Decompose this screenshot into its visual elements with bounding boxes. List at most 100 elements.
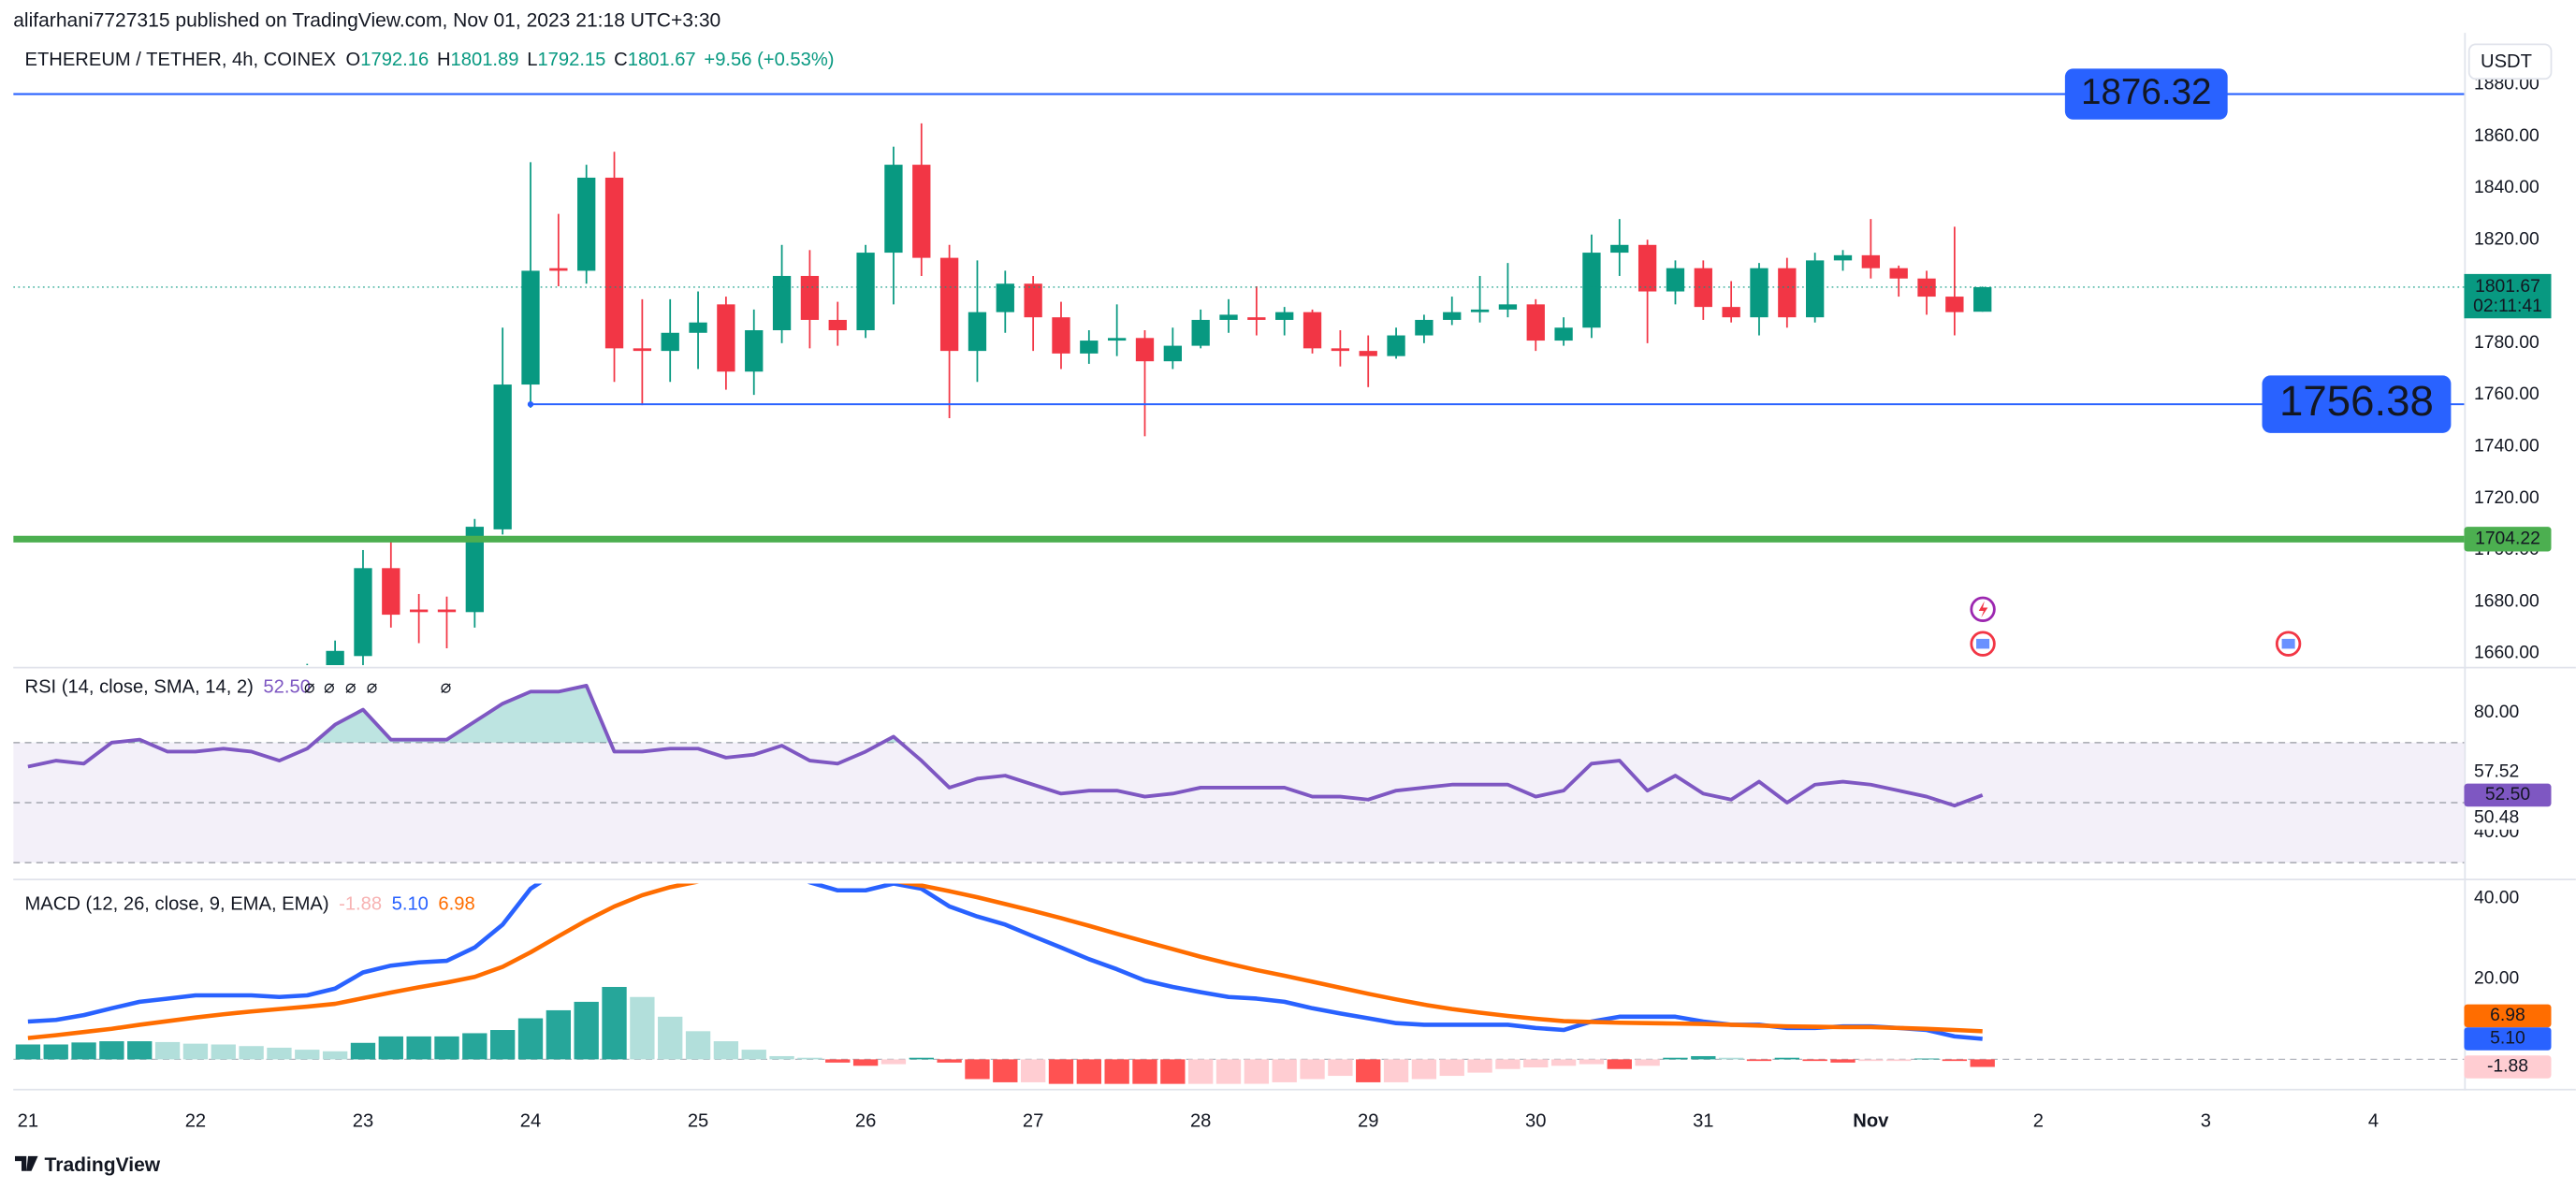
x-tick-label: Nov — [1853, 1110, 1889, 1131]
rsi-legend: RSI (14, close, SMA, 14, 2) 52.50 — [25, 677, 311, 698]
candle-body — [1191, 319, 1210, 346]
histogram-bar — [1691, 1055, 1716, 1060]
candle-body — [1387, 335, 1405, 356]
histogram-bar — [517, 1018, 544, 1060]
ohlc-value: 1792.15 — [537, 50, 605, 70]
label-box — [2464, 1004, 2552, 1028]
histogram-bar — [1048, 1059, 1074, 1084]
candle-body — [633, 348, 652, 352]
histogram-bar — [267, 1047, 292, 1060]
na-mark: ⌀ — [441, 678, 452, 698]
currency[interactable]: USDT — [2481, 51, 2532, 72]
y-tick-label: 1760.00 — [2474, 384, 2540, 404]
candle-body — [604, 177, 624, 349]
y-tick-label: 80.00 — [2474, 703, 2519, 722]
symbol-title: ETHEREUM / TETHER, 4h, COINEX — [25, 50, 337, 70]
price-label-box — [2464, 273, 2552, 319]
histogram-bar — [1830, 1059, 1856, 1063]
y-tick-label: 1740.00 — [2474, 436, 2540, 456]
candle-body — [996, 283, 1014, 312]
histogram-bar — [1188, 1059, 1214, 1084]
histogram-bar — [1160, 1059, 1186, 1084]
x-tick-label: 3 — [2201, 1110, 2211, 1131]
histogram-bar — [1244, 1059, 1270, 1084]
histogram-bar — [99, 1041, 124, 1060]
y-tick-label: 1660.00 — [2474, 644, 2540, 663]
histogram-bar — [797, 1057, 822, 1060]
x-tick-label: 27 — [1023, 1110, 1043, 1131]
histogram-bar — [15, 1044, 41, 1060]
candle-body — [745, 330, 764, 372]
ohlc-label: H — [437, 50, 451, 70]
candle-body — [549, 268, 568, 271]
price-pane — [13, 93, 2465, 665]
candle-body — [493, 384, 512, 529]
label-text: 6.98 — [2490, 1006, 2525, 1025]
candle-body — [1861, 254, 1881, 268]
x-tick-label: 29 — [1358, 1110, 1378, 1131]
candle-body — [1889, 268, 1908, 279]
histogram-bar — [1132, 1059, 1157, 1084]
histogram-bar — [1215, 1059, 1242, 1084]
histogram-bar — [1858, 1059, 1884, 1062]
x-tick-label: 23 — [353, 1110, 373, 1131]
candle-body — [1582, 253, 1601, 328]
event-icons[interactable] — [1970, 596, 2302, 657]
label-box — [2464, 1055, 2552, 1079]
histogram-bar — [658, 1016, 683, 1060]
candle-body — [409, 609, 429, 613]
na-mark: ⌀ — [324, 678, 335, 698]
candle-body — [1052, 317, 1070, 354]
ohlc-label: C — [614, 50, 628, 70]
candle-body — [1945, 297, 1964, 312]
currency-box[interactable] — [2467, 43, 2553, 80]
histogram-bar — [1802, 1059, 1827, 1062]
histogram-bar — [1886, 1059, 1912, 1062]
candle-body — [1526, 304, 1545, 341]
brand: TradingView — [45, 1154, 161, 1176]
histogram-bar — [1076, 1059, 1101, 1084]
histogram-bar — [43, 1044, 68, 1060]
candle-body — [382, 568, 400, 616]
histogram-bar — [769, 1055, 794, 1060]
histogram-bar — [295, 1050, 320, 1060]
histogram-bar — [1439, 1059, 1464, 1077]
histogram-bar — [1942, 1059, 1968, 1062]
histogram-bar — [574, 1001, 599, 1060]
histogram-bar — [937, 1059, 962, 1063]
candle-body — [1443, 312, 1462, 320]
macd-legend: MACD (12, 26, close, 9, EMA, EMA) -1.88 5.… — [25, 894, 475, 915]
candle-body — [772, 275, 792, 331]
candle-body — [1694, 268, 1712, 308]
candle-body — [1498, 304, 1518, 310]
histogram-bar — [1746, 1059, 1772, 1062]
histogram-bar — [630, 996, 655, 1060]
candle-body — [884, 165, 903, 254]
ohlc-value: 1801.67 — [628, 50, 696, 70]
x-tick-label: 24 — [520, 1110, 541, 1131]
rsi-title: RSI (14, close, SMA, 14, 2) — [25, 677, 254, 698]
label-text: 1704.22 — [2475, 529, 2540, 548]
histogram-bar — [1607, 1059, 1632, 1069]
currency-button[interactable]: USDT — [2467, 43, 2553, 80]
histogram-bar — [1635, 1059, 1660, 1066]
na-mark: ⌀ — [304, 678, 315, 698]
histogram-bar — [1663, 1057, 1688, 1060]
histogram-bar — [489, 1030, 516, 1060]
candle-body — [1750, 268, 1768, 318]
candle-body — [437, 609, 457, 613]
signal-line — [27, 883, 1983, 1040]
macd-pane — [13, 883, 2465, 1084]
axis-label: 50.48 — [2474, 808, 2519, 828]
candle-body — [1470, 309, 1490, 312]
axis-label-bg — [2466, 806, 2548, 830]
histogram-bar — [852, 1059, 879, 1066]
x-tick-label: 2 — [2033, 1110, 2044, 1131]
histogram-bar — [741, 1050, 766, 1060]
signal-value: 6.98 — [438, 894, 474, 915]
histogram-bar — [1411, 1059, 1437, 1080]
candle-body — [1806, 260, 1825, 318]
candle-body — [1637, 244, 1657, 292]
macd-line — [27, 883, 1983, 1041]
histogram-bar — [1550, 1059, 1577, 1066]
